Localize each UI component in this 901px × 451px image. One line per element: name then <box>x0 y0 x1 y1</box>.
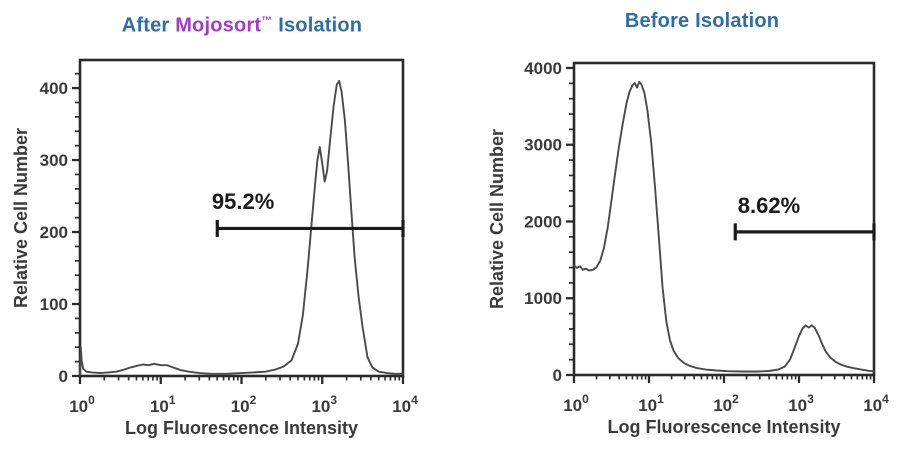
title-part: Isolation <box>272 14 363 37</box>
x-axis-ticks: 100 101 102 103 104 <box>563 375 889 415</box>
plot-frame <box>572 61 876 377</box>
y-tick-label: 0 <box>59 367 68 386</box>
panel-after-isolation: After Mojosort™ Isolation 0 100 200 300 400 1… <box>0 0 450 451</box>
panel-before-isolation: Before Isolation 0 1000 2000 3000 4000 100 101… <box>451 0 901 451</box>
y-tick-label: 3000 <box>524 136 562 155</box>
x-tick-label: 101 <box>638 392 664 415</box>
x-tick-label: 101 <box>150 393 176 416</box>
panel-title-after: After Mojosort™ Isolation <box>0 0 450 45</box>
histogram-curve <box>573 80 875 373</box>
y-axis-label: Relative Cell Number <box>11 128 31 308</box>
y-axis-label: Relative Cell Number <box>487 129 507 309</box>
y-tick-label: 1000 <box>524 289 562 308</box>
y-tick-label: 400 <box>40 79 68 98</box>
x-tick-label: 103 <box>788 392 814 415</box>
y-tick-label: 300 <box>40 151 68 170</box>
gate-bracket: 95.2% <box>212 189 405 237</box>
y-axis-ticks: 0 1000 2000 3000 4000 <box>524 59 574 385</box>
x-tick-label: 102 <box>713 392 739 415</box>
x-axis-ticks: 100 101 102 103 104 <box>69 376 418 416</box>
y-tick-label: 200 <box>40 223 68 242</box>
y-axis-ticks: 0 100 200 300 400 <box>40 72 80 386</box>
gate-percentage-label: 8.62% <box>738 193 800 218</box>
plot-frame <box>78 58 405 378</box>
x-tick-label: 102 <box>231 393 257 416</box>
x-tick-label: 100 <box>69 393 95 416</box>
x-axis-label: Log Fluorescence Intensity <box>125 418 358 438</box>
histogram-curve <box>79 79 404 376</box>
y-tick-label: 4000 <box>524 59 562 78</box>
gate-percentage-label: 95.2% <box>212 189 274 214</box>
panel-title-before: Before Isolation <box>451 0 901 45</box>
title-part: ™ <box>261 15 273 27</box>
x-tick-label: 103 <box>311 393 337 416</box>
x-tick-label: 100 <box>563 392 589 415</box>
x-axis-label: Log Fluorescence Intensity <box>607 417 840 437</box>
title-part: After <box>121 14 176 37</box>
y-tick-label: 100 <box>40 295 68 314</box>
gate-bracket: 8.62% <box>733 193 876 241</box>
flow-histogram-before-chart: 0 1000 2000 3000 4000 100 101 102 103 104 Log Fluo… <box>487 59 889 437</box>
x-tick-label: 104 <box>863 392 889 415</box>
title-part: Before Isolation <box>624 10 780 32</box>
x-tick-label: 104 <box>392 393 418 416</box>
title-part: Mojosort <box>175 14 262 37</box>
y-tick-label: 2000 <box>524 212 562 231</box>
y-tick-label: 0 <box>553 366 562 385</box>
